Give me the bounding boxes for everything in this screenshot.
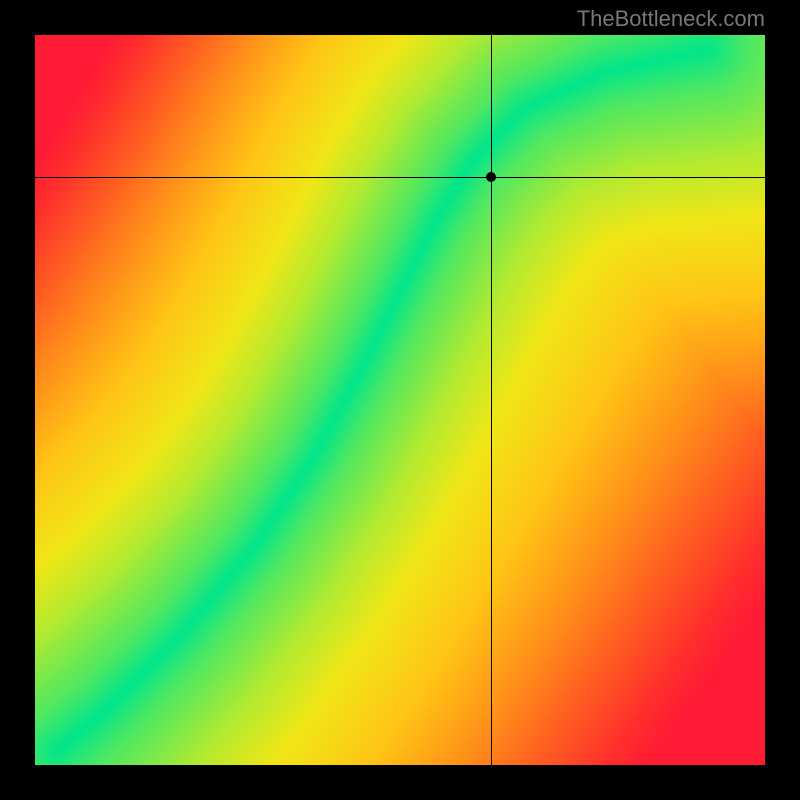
crosshair-horizontal xyxy=(35,177,765,178)
selection-marker-dot xyxy=(486,172,496,182)
watermark-text: TheBottleneck.com xyxy=(577,6,765,32)
crosshair-vertical xyxy=(491,35,492,765)
heatmap-canvas xyxy=(35,35,765,765)
bottleneck-heatmap-chart xyxy=(35,35,765,765)
